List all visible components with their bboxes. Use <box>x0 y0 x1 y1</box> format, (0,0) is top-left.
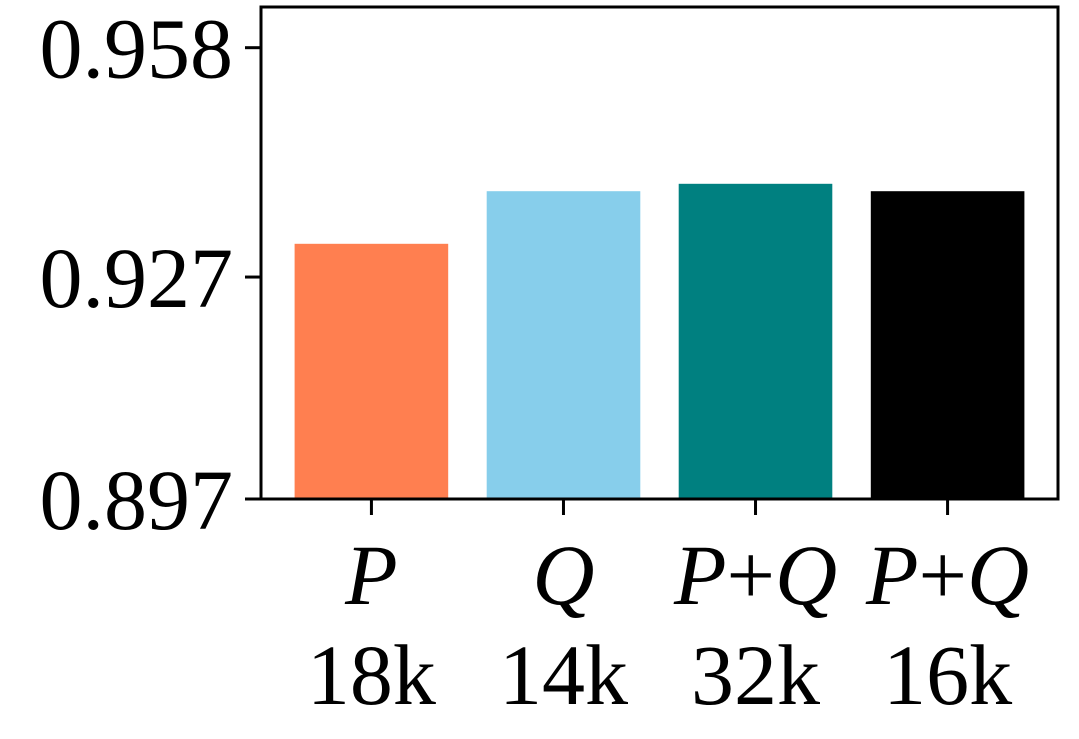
bar-4 <box>870 191 1025 499</box>
bar-2 <box>486 191 641 499</box>
y-axis: 0.897 0.927 0.958 <box>40 1 261 548</box>
bar-1 <box>294 243 449 499</box>
x-tick-label-size: 32k <box>691 627 820 723</box>
bars-group <box>294 183 1025 500</box>
plot-frame <box>259 5 1060 501</box>
x-tick-label-size: 18k <box>307 627 436 723</box>
y-tick-label: 0.927 <box>40 230 234 326</box>
x-tick-label-name: P+Q <box>673 527 837 623</box>
x-tick-label-size: 14k <box>499 627 628 723</box>
x-tick-label-name: P <box>344 527 398 623</box>
y-tick-label: 0.897 <box>40 452 234 548</box>
y-tick-label: 0.958 <box>40 1 234 97</box>
x-tick-label-size: 16k <box>883 627 1012 723</box>
bar-3 <box>678 183 833 500</box>
x-tick-label-name: Q <box>532 527 594 623</box>
x-tick-label-name: P+Q <box>865 527 1029 623</box>
